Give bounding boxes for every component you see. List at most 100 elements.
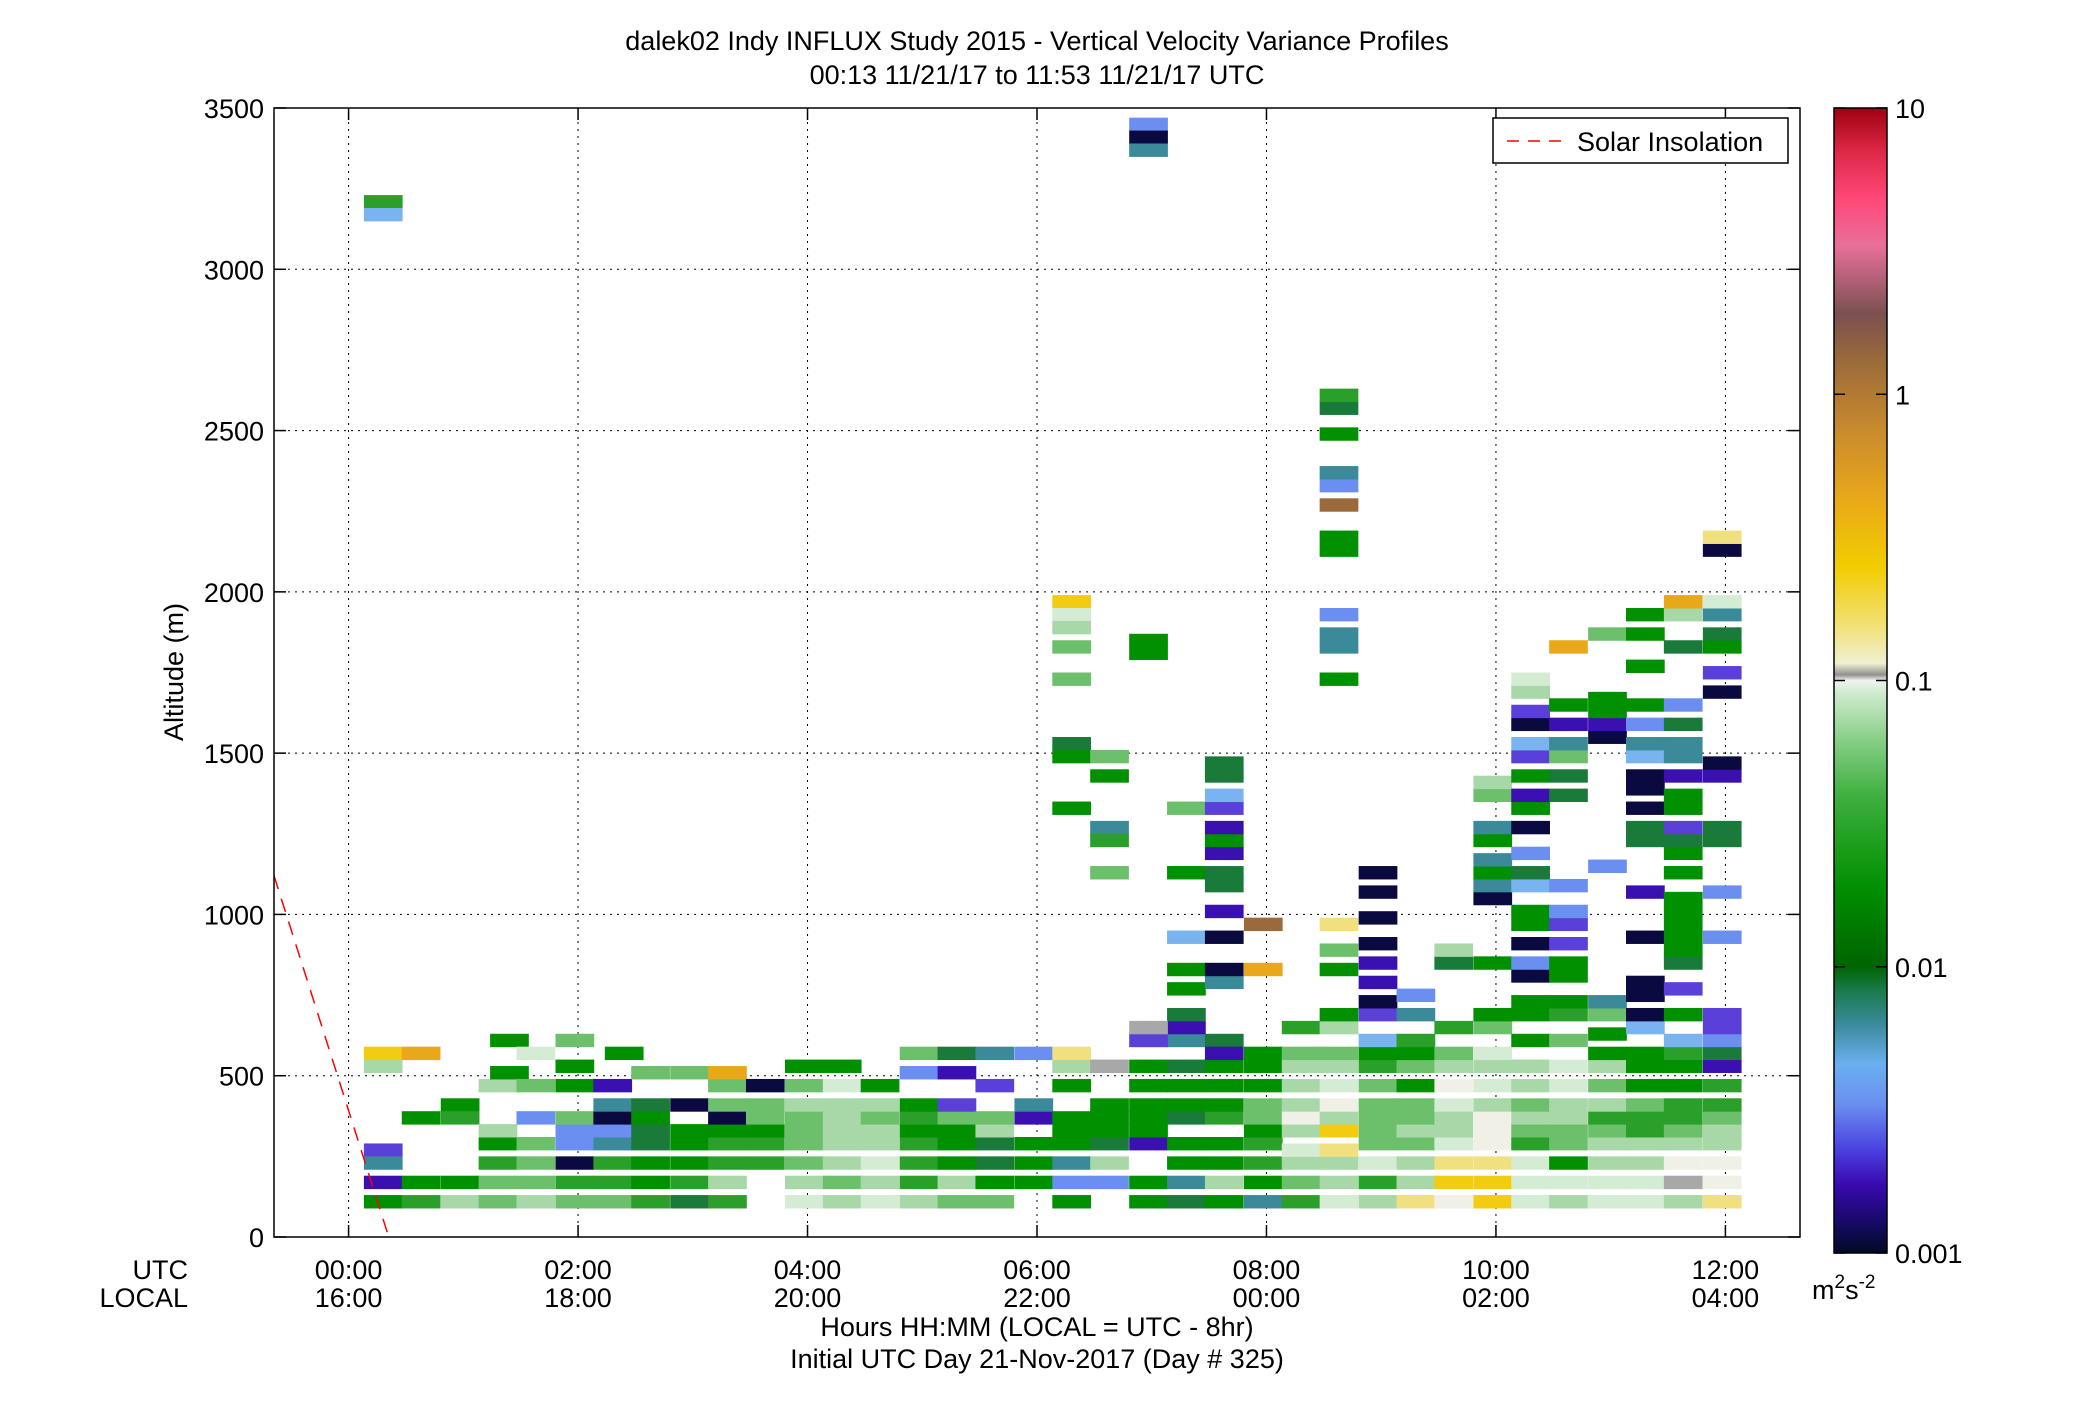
heatmap-cell xyxy=(1014,1046,1054,1061)
heatmap-cell xyxy=(1702,885,1742,899)
heatmap-cell xyxy=(1358,1111,1398,1125)
heatmap-cell xyxy=(1663,1156,1703,1170)
heatmap-cell xyxy=(1358,1033,1398,1048)
heatmap-cell xyxy=(1204,878,1244,893)
heatmap-cell xyxy=(1434,1156,1474,1170)
heatmap-cell xyxy=(1090,1059,1129,1073)
heatmap-cell xyxy=(593,1156,633,1170)
heatmap-cell xyxy=(975,1111,1015,1125)
heatmap-cell xyxy=(1511,1033,1550,1048)
heatmap-cell xyxy=(1358,885,1398,899)
heatmap-cell xyxy=(1204,846,1244,861)
heatmap-cell xyxy=(1129,130,1168,144)
heatmap-cell xyxy=(1473,820,1513,835)
heatmap-cell xyxy=(937,1111,977,1125)
x-tick-label-utc: 02:00 xyxy=(544,1255,612,1285)
heatmap-cell xyxy=(1626,698,1665,712)
colorbar: 0.001 0.01 0.1 1 10 m2s-2 xyxy=(1812,94,1963,1305)
heatmap-cell xyxy=(1663,1033,1703,1048)
heatmap-cell xyxy=(1319,627,1359,641)
heatmap-cell xyxy=(860,1124,900,1138)
heatmap-cell xyxy=(784,1078,824,1093)
heatmap-cell xyxy=(1243,1175,1283,1190)
heatmap-cell xyxy=(1511,1124,1550,1138)
heatmap-cell xyxy=(784,1195,824,1209)
heatmap-cell xyxy=(1319,943,1359,957)
heatmap-cell xyxy=(937,1137,977,1151)
y-tick-label: 3000 xyxy=(204,255,264,285)
heatmap-cell xyxy=(822,1195,862,1209)
heatmap-cell xyxy=(593,1175,633,1190)
heatmap-cell xyxy=(1434,943,1474,957)
heatmap-cell xyxy=(1358,937,1398,951)
heatmap-cell xyxy=(1090,866,1129,880)
heatmap-cell xyxy=(1434,1059,1474,1073)
x-tick-label-utc: 04:00 xyxy=(774,1255,842,1285)
heatmap-cell xyxy=(1702,1046,1742,1061)
heatmap-cell xyxy=(1129,1175,1168,1190)
heatmap-cell xyxy=(899,1046,939,1061)
heatmap-cell xyxy=(1511,717,1550,732)
heatmap-cell xyxy=(1549,1098,1588,1112)
heatmap-cell xyxy=(1243,1124,1283,1138)
heatmap-cell xyxy=(1588,1007,1627,1022)
heatmap-cell xyxy=(1626,737,1665,751)
heatmap-cell xyxy=(1167,1020,1206,1035)
heatmap-cell xyxy=(440,1175,480,1190)
heatmap-cell xyxy=(555,1195,595,1209)
heatmap-cell xyxy=(555,1137,595,1151)
heatmap-cell xyxy=(1434,1078,1474,1093)
heatmap-cell xyxy=(1243,1098,1283,1112)
heatmap-cell xyxy=(1549,1059,1588,1073)
heatmap-cell xyxy=(1663,1124,1703,1138)
chart-subtitle: 00:13 11/21/17 to 11:53 11/21/17 UTC xyxy=(810,60,1265,90)
heatmap-cell xyxy=(1549,717,1588,732)
heatmap-cell xyxy=(363,1195,403,1209)
heatmap-cell xyxy=(1319,1143,1359,1157)
heatmap-cell xyxy=(1588,1027,1627,1041)
heatmap-cell xyxy=(1626,930,1665,944)
heatmap-cell xyxy=(1473,1111,1513,1125)
heatmap-cell xyxy=(1396,1124,1436,1138)
heatmap-cell xyxy=(401,1195,441,1209)
heatmap-cell xyxy=(593,1124,633,1138)
legend-box xyxy=(1492,117,1789,164)
heatmap-cell xyxy=(1549,878,1588,893)
heatmap-cell xyxy=(784,1137,824,1151)
heatmap-cell xyxy=(1588,717,1627,732)
x-axis-row-label-utc: UTC xyxy=(133,1255,189,1285)
heatmap-cell xyxy=(822,1078,862,1093)
heatmap-cell xyxy=(708,1175,747,1190)
y-axis-label: Altitude (m) xyxy=(159,603,189,741)
heatmap-cell xyxy=(1204,962,1244,977)
heatmap-cell xyxy=(899,1066,939,1080)
heatmap-cell xyxy=(1473,788,1513,803)
heatmap-cell xyxy=(1702,543,1742,557)
heatmap-cell xyxy=(1243,1059,1283,1073)
heatmap-cell xyxy=(440,1195,480,1209)
heatmap-cell xyxy=(1204,756,1244,770)
heatmap-cell xyxy=(1129,1195,1168,1209)
heatmap-cell xyxy=(363,1175,403,1190)
heatmap-cell xyxy=(1167,1078,1206,1093)
heatmap-cell xyxy=(784,1098,824,1112)
heatmap-cell xyxy=(1549,1111,1588,1125)
heatmap-cell xyxy=(1319,962,1359,977)
heatmap-cell xyxy=(478,1137,518,1151)
heatmap-cell xyxy=(1243,1137,1283,1151)
heatmap-cell xyxy=(1396,1195,1436,1209)
heatmap-cell xyxy=(1319,640,1359,654)
y-tick-label: 2500 xyxy=(204,417,264,447)
heatmap-cell xyxy=(1052,607,1092,622)
heatmap-cell xyxy=(1473,1020,1513,1035)
heatmap-cell xyxy=(708,1195,747,1209)
heatmap-cell xyxy=(1702,1033,1742,1048)
heatmap-cell xyxy=(1473,1175,1513,1190)
heatmap-cell xyxy=(604,1046,644,1061)
heatmap-cell xyxy=(1511,1078,1550,1093)
heatmap-cell xyxy=(1626,1046,1665,1061)
heatmap-cell xyxy=(363,1156,403,1170)
heatmap-cell xyxy=(593,1098,633,1112)
heatmap-cell xyxy=(1434,1137,1474,1151)
heatmap-cell xyxy=(670,1195,709,1209)
